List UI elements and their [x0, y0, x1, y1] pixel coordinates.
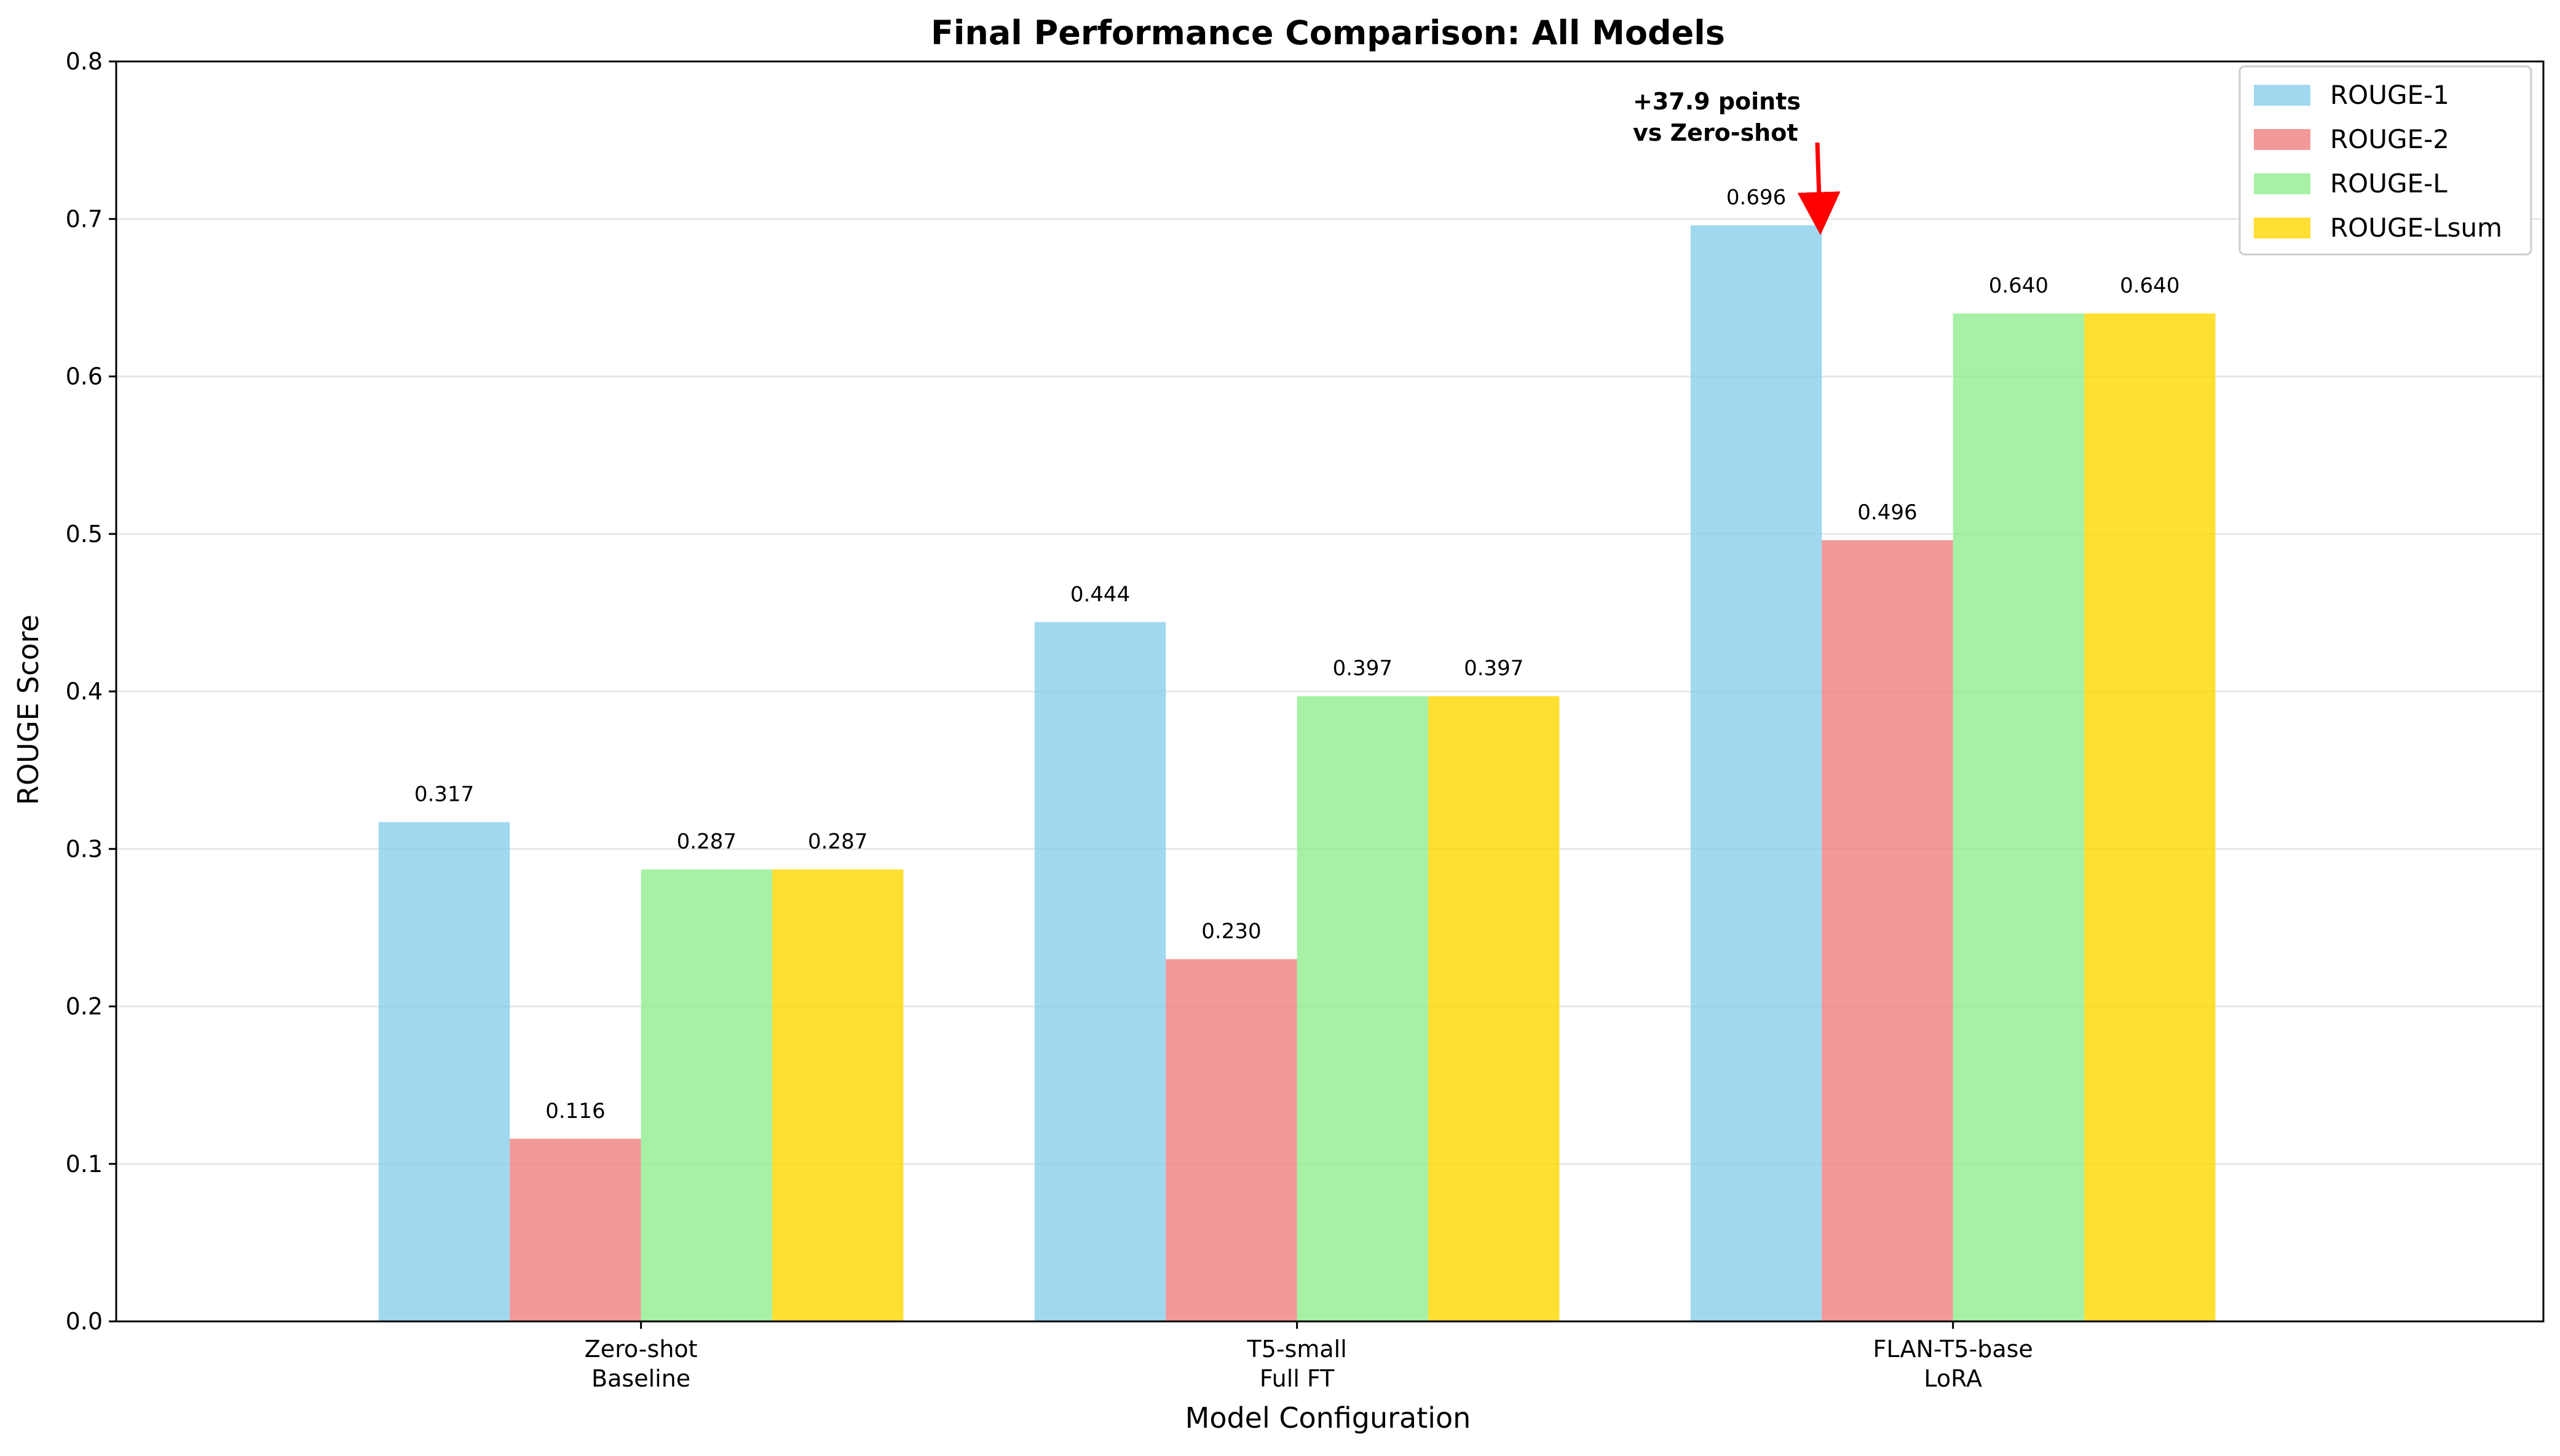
bar-rouge-lsum-0 — [772, 869, 904, 1321]
y-tick-label: 0.3 — [66, 835, 103, 862]
legend-label-rouge-lsum: ROUGE-Lsum — [2330, 213, 2502, 243]
legend-label-rouge-l: ROUGE-L — [2330, 168, 2447, 199]
x-axis-label: Model Configuration — [1185, 1401, 1471, 1434]
bar-rouge-2-0 — [510, 1138, 641, 1321]
y-tick-label: 0.4 — [66, 678, 103, 705]
legend-label-rouge-1: ROUGE-1 — [2330, 80, 2449, 110]
bar-rouge-l-0 — [641, 869, 773, 1321]
bar-value-label: 0.640 — [1989, 273, 2048, 298]
bar-value-label: 0.287 — [808, 830, 867, 854]
annotation-text-line2: vs Zero-shot — [1633, 119, 1798, 146]
bar-rouge-lsum-2 — [2084, 313, 2216, 1321]
bar-value-label: 0.640 — [2120, 273, 2179, 298]
bar-value-label: 0.696 — [1726, 186, 1786, 210]
legend-swatch-rouge-lsum — [2254, 218, 2310, 238]
legend-swatch-rouge-1 — [2254, 85, 2310, 106]
annotation-text-line1: +37.9 points — [1633, 88, 1801, 115]
y-tick-label: 0.6 — [66, 363, 103, 390]
y-tick-label: 0.1 — [66, 1151, 103, 1178]
y-tick-label: 0.2 — [66, 993, 103, 1020]
bar-rouge-2-1 — [1166, 959, 1297, 1321]
legend-label-rouge-2: ROUGE-2 — [2330, 124, 2449, 154]
x-tick-label-line1: T5-small — [1246, 1336, 1346, 1363]
legend-swatch-rouge-2 — [2254, 129, 2310, 150]
y-tick-label: 0.8 — [66, 48, 103, 75]
x-tick-label-line2: Full FT — [1260, 1365, 1335, 1392]
y-tick-label: 0.7 — [66, 205, 103, 232]
bar-value-label: 0.397 — [1464, 656, 1523, 681]
bar-rouge-l-2 — [1953, 313, 2085, 1321]
bar-value-label: 0.317 — [414, 782, 474, 807]
bar-rouge-1-2 — [1690, 225, 1822, 1321]
y-axis: 0.0 0.1 0.2 0.3 0.4 0.5 0.6 0.7 0.8 — [66, 48, 116, 1335]
bars — [378, 225, 2216, 1321]
bar-value-label: 0.444 — [1070, 582, 1130, 607]
y-axis-label: ROUGE Score — [12, 615, 45, 805]
bar-rouge-1-0 — [378, 822, 510, 1321]
legend: ROUGE-1 ROUGE-2 ROUGE-L ROUGE-Lsum — [2238, 65, 2532, 256]
y-tick-label: 0.0 — [66, 1308, 103, 1335]
legend-box — [2238, 65, 2532, 256]
bar-rouge-l-1 — [1297, 696, 1429, 1321]
y-tick-label: 0.5 — [66, 521, 103, 548]
annotation-arrow — [1797, 142, 1841, 235]
bar-rouge-1-1 — [1034, 622, 1166, 1321]
x-tick-label-line2: LoRA — [1924, 1365, 1982, 1392]
annotation: +37.9 points vs Zero-shot — [1633, 88, 1841, 235]
chart-title: Final Performance Comparison: All Models — [931, 14, 1725, 52]
data-labels: 0.317 0.444 0.696 0.116 0.230 0.496 0.287 0.397… — [414, 186, 2180, 1123]
x-tick-label-line1: Zero-shot — [585, 1336, 698, 1363]
x-tick-label-line2: Baseline — [591, 1365, 690, 1392]
bar-value-label: 0.287 — [677, 830, 737, 854]
legend-swatch-rouge-l — [2254, 173, 2310, 194]
bar-value-label: 0.496 — [1857, 500, 1917, 525]
bar-rouge-2-2 — [1822, 540, 1953, 1321]
bar-value-label: 0.397 — [1333, 656, 1393, 681]
bar-value-label: 0.116 — [545, 1099, 605, 1123]
bar-value-label: 0.230 — [1201, 919, 1261, 944]
x-tick-label-line1: FLAN-T5-base — [1873, 1336, 2033, 1363]
bar-rouge-lsum-1 — [1428, 696, 1560, 1321]
